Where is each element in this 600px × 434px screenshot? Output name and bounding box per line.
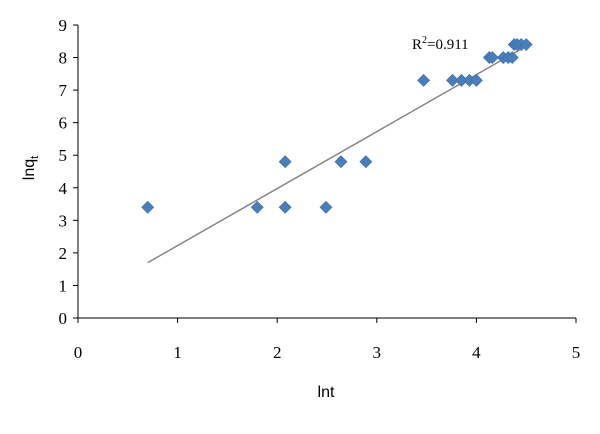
data-point: [519, 38, 533, 51]
x-tick-label: 3: [373, 343, 382, 362]
data-point: [141, 200, 155, 214]
y-tick-label: 6: [59, 114, 68, 133]
svg-text:lnqt: lnqt: [21, 156, 41, 180]
data-point: [505, 51, 519, 64]
y-tick-label: 5: [59, 146, 68, 165]
axes: [77, 25, 576, 319]
y-tick-label: 2: [59, 244, 68, 263]
data-point: [359, 155, 373, 169]
y-tick-label: 8: [59, 49, 68, 68]
data-point: [446, 73, 459, 87]
y-ticks: 0 1 2 3 4 5 6 7 8 9: [59, 16, 78, 328]
data-point: [250, 200, 264, 214]
x-tick-label: 4: [472, 343, 481, 362]
x-ticks: 0 1 2 3 4 5: [74, 318, 581, 362]
data-point: [278, 200, 292, 214]
data-point: [334, 155, 348, 169]
y-tick-label: 0: [59, 309, 68, 328]
y-tick-label: 4: [59, 179, 68, 198]
x-tick-label: 2: [273, 343, 282, 362]
y-tick-label: 3: [59, 211, 68, 230]
data-point: [319, 200, 333, 214]
data-point: [417, 73, 431, 87]
x-tick-label: 5: [572, 343, 581, 362]
y-axis-title: lnqt: [21, 156, 41, 180]
y-tick-label: 1: [59, 276, 68, 295]
y-tick-label: 7: [59, 81, 68, 100]
data-point: [469, 73, 483, 87]
r-squared-annotation: R2=0.911: [412, 35, 469, 53]
data-points: [141, 38, 533, 214]
x-tick-label: 1: [173, 343, 182, 362]
y-tick-label: 9: [59, 16, 68, 35]
x-axis-title: lnt: [318, 384, 335, 401]
data-point: [278, 155, 292, 169]
x-tick-label: 0: [74, 343, 83, 362]
data-point: [485, 51, 499, 64]
